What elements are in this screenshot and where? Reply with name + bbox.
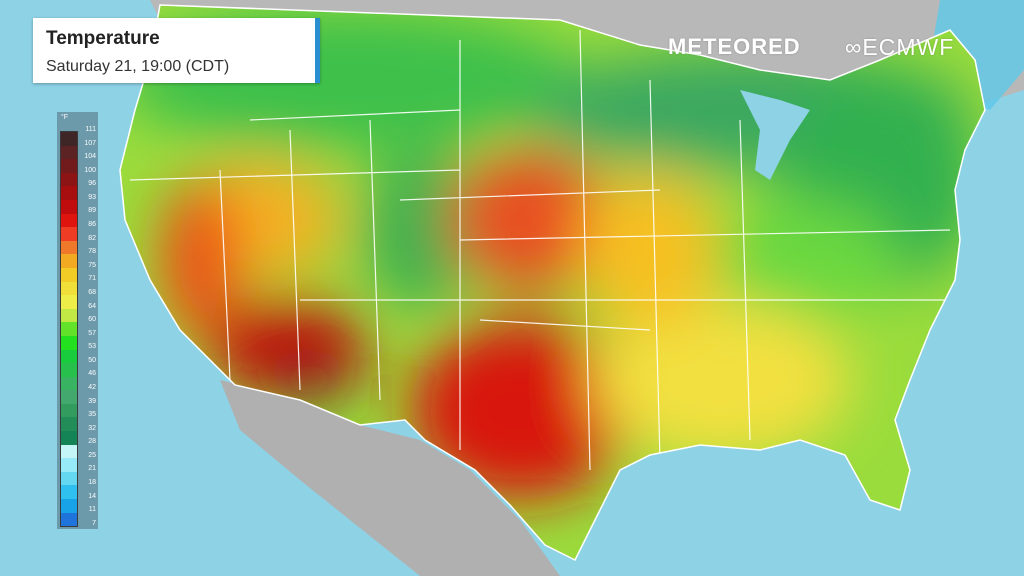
legend-swatch (61, 363, 77, 377)
legend-swatch (61, 213, 77, 228)
legend-swatch (61, 390, 77, 404)
legend-tick-label: 107 (84, 139, 96, 147)
legend-swatch (61, 159, 77, 173)
legend-tick-label: 11 (88, 506, 96, 514)
legend-swatch (61, 145, 77, 160)
legend-tick-label: 39 (88, 397, 96, 405)
legend-tick-label: 71 (88, 275, 96, 283)
temperature-legend: °F 111 107 104 100 96 93 89 86 82 78 75 71 68 64 60 57 5… (57, 112, 98, 529)
legend-swatch (61, 199, 77, 214)
legend-tick-label: 78 (88, 248, 96, 256)
map-title: Temperature (46, 28, 160, 49)
legend-tick-label: 86 (88, 221, 96, 229)
ecmwf-symbol-icon: ∞ (845, 34, 863, 60)
legend-swatch (61, 349, 77, 364)
legend-tick-label: 46 (88, 370, 96, 378)
legend-tick-label: 89 (88, 207, 96, 215)
legend-swatch (61, 186, 77, 200)
legend-swatch (61, 417, 77, 432)
legend-swatch (61, 308, 77, 323)
legend-swatch (61, 403, 77, 418)
legend-swatch (61, 227, 77, 241)
legend-tick-label: 75 (88, 261, 96, 269)
legend-tick-label: 25 (88, 451, 96, 459)
legend-tick-label: 82 (88, 234, 96, 242)
legend-tick-label: 21 (88, 465, 96, 473)
title-panel: Temperature Saturday 21, 19:00 (CDT) (33, 18, 320, 83)
map-datetime: Saturday 21, 19:00 (CDT) (46, 58, 230, 75)
legend-swatch (61, 512, 77, 527)
legend-tick-label: 104 (84, 153, 96, 161)
legend-tick-label: 53 (88, 343, 96, 351)
us-outline (119, 4, 986, 562)
legend-swatch (61, 431, 77, 445)
meteored-logo: METEORED (668, 34, 801, 59)
legend-swatch (61, 499, 77, 513)
legend-tick-label: 100 (84, 166, 96, 174)
legend-swatch (61, 376, 77, 391)
legend-tick-label: 35 (88, 411, 96, 419)
legend-color-bar (60, 131, 78, 527)
legend-swatch (61, 322, 77, 336)
state-borders (129, 29, 960, 471)
legend-tick-label: 96 (88, 180, 96, 188)
legend-tick-label: 18 (88, 479, 96, 487)
legend-swatch (61, 267, 77, 282)
legend-swatch (61, 254, 77, 268)
legend-tick-label: 32 (88, 424, 96, 432)
legend-swatch (61, 281, 77, 296)
legend-tick-label: 50 (88, 356, 96, 364)
legend-tick-label: 14 (88, 492, 96, 500)
legend-swatch (61, 485, 77, 500)
legend-tick-label: 60 (88, 316, 96, 324)
legend-tick-label: 64 (88, 302, 96, 310)
legend-swatch (61, 172, 77, 187)
legend-swatch (61, 458, 77, 472)
legend-swatch (61, 295, 77, 309)
legend-swatch (61, 471, 77, 486)
legend-ticks: 111 107 104 100 96 93 89 86 82 78 75 71 68 64 60 57 53 50… (78, 126, 98, 528)
mexico-land (220, 380, 560, 576)
legend-tick-label: 42 (88, 383, 96, 391)
ecmwf-text: ECMWF (862, 34, 955, 60)
legend-tick-label: 93 (88, 193, 96, 201)
legend-tick-label: 7 (92, 519, 96, 527)
legend-tick-label: 111 (85, 126, 96, 133)
great-lakes (740, 90, 810, 180)
legend-swatch (61, 132, 77, 146)
legend-unit: °F (61, 114, 69, 121)
legend-swatch (61, 240, 77, 255)
legend-swatch (61, 444, 77, 459)
legend-tick-label: 68 (88, 288, 96, 296)
legend-swatch (61, 335, 77, 350)
ecmwf-logo: ∞ECMWF (845, 34, 954, 61)
legend-tick-label: 28 (88, 438, 96, 446)
legend-tick-label: 57 (88, 329, 96, 337)
